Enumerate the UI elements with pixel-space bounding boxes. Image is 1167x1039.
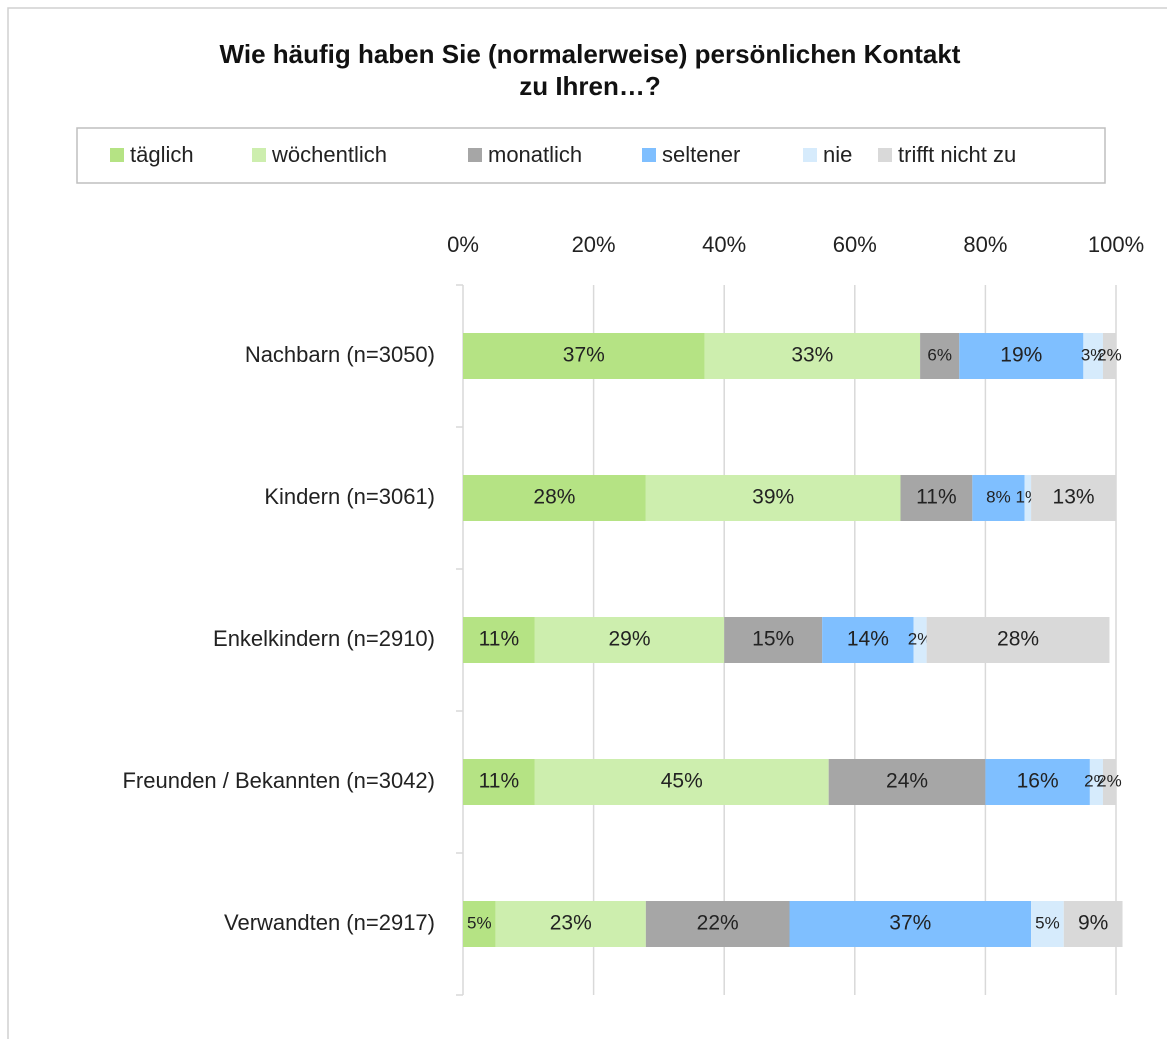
data-label: 37% — [563, 344, 605, 367]
bar-segment — [463, 901, 496, 947]
bar-segment — [645, 901, 790, 947]
legend-swatch — [878, 148, 892, 162]
chart-frame — [7, 7, 1167, 1039]
x-tick-label: 100% — [1088, 232, 1144, 257]
x-tick-label: 40% — [702, 232, 746, 257]
data-label: 23% — [550, 912, 592, 935]
legend-label: seltener — [662, 142, 740, 167]
bar-segment — [495, 901, 646, 947]
bar-segment — [1063, 901, 1123, 947]
bar-segment — [463, 475, 646, 521]
data-label: 2% — [1084, 771, 1109, 790]
data-label: 45% — [661, 770, 703, 793]
chart-title: Wie häufig haben Sie (normalerweise) per… — [219, 39, 961, 101]
legend-swatch — [642, 148, 656, 162]
bar-segment — [1031, 475, 1116, 521]
x-tick-label: 80% — [963, 232, 1007, 257]
bar-segment — [1083, 333, 1103, 379]
bar-segment — [1089, 759, 1103, 805]
data-label: 33% — [791, 344, 833, 367]
bar-segment — [463, 333, 705, 379]
legend-box — [76, 127, 1106, 184]
bar-segment — [1102, 759, 1116, 805]
data-label: 3% — [1081, 345, 1106, 364]
data-label: 2% — [1097, 771, 1122, 790]
bar-segment — [828, 759, 986, 805]
y-tick-label: Kindern (n=3061) — [264, 484, 435, 509]
bar-segment — [1102, 333, 1116, 379]
legend-swatch — [252, 148, 266, 162]
legend-label: monatlich — [488, 142, 582, 167]
data-label: 13% — [1053, 486, 1095, 509]
data-label: 15% — [752, 628, 794, 651]
data-label: 24% — [886, 770, 928, 793]
data-label: 39% — [752, 486, 794, 509]
bar-segment — [724, 617, 823, 663]
bar-segment — [959, 333, 1084, 379]
bar-segment — [534, 617, 725, 663]
data-label: 9% — [1078, 912, 1108, 935]
bar-segment — [972, 475, 1025, 521]
data-label: 11% — [479, 628, 519, 651]
legend-label: täglich — [130, 142, 194, 167]
legend-label: trifft nicht zu — [898, 142, 1016, 167]
bar-segment — [822, 617, 914, 663]
bar-segment — [645, 475, 901, 521]
bar-segment — [900, 475, 973, 521]
data-label: 22% — [697, 912, 739, 935]
bar-segment — [1024, 475, 1032, 521]
y-tick-label: Enkelkindern (n=2910) — [213, 626, 435, 651]
data-label: 11% — [916, 486, 956, 509]
x-tick-label: 60% — [833, 232, 877, 257]
data-label: 37% — [889, 912, 931, 935]
x-tick-label: 20% — [572, 232, 616, 257]
data-label: 16% — [1017, 770, 1059, 793]
x-tick-label: 0% — [447, 232, 479, 257]
data-label: 28% — [533, 486, 575, 509]
data-label: 2% — [1097, 345, 1122, 364]
bar-segment — [704, 333, 921, 379]
data-label: 19% — [1000, 344, 1042, 367]
bar-segment — [913, 617, 927, 663]
bar-segment — [926, 617, 1110, 663]
data-label: 2% — [908, 629, 933, 648]
data-label: 5% — [467, 913, 492, 932]
bar-segment — [463, 759, 535, 805]
data-label: 5% — [1035, 913, 1060, 932]
bar-segment — [985, 759, 1090, 805]
bar-segment — [463, 617, 535, 663]
data-label: 11% — [479, 770, 519, 793]
legend-label: nie — [823, 142, 852, 167]
data-label: 14% — [847, 628, 889, 651]
legend-swatch — [468, 148, 482, 162]
y-tick-label: Nachbarn (n=3050) — [245, 342, 435, 367]
y-tick-label: Freunden / Bekannten (n=3042) — [122, 768, 435, 793]
legend-swatch — [110, 148, 124, 162]
bar-segment — [1031, 901, 1064, 947]
data-label: 8% — [986, 487, 1011, 506]
bar-segment — [534, 759, 829, 805]
data-label: 28% — [997, 628, 1039, 651]
bar-segment — [920, 333, 960, 379]
data-label: 29% — [608, 628, 650, 651]
legend-swatch — [803, 148, 817, 162]
legend-label: wöchentlich — [271, 142, 387, 167]
data-label: 6% — [927, 345, 952, 364]
y-tick-label: Verwandten (n=2917) — [224, 910, 435, 935]
bar-segment — [789, 901, 1032, 947]
